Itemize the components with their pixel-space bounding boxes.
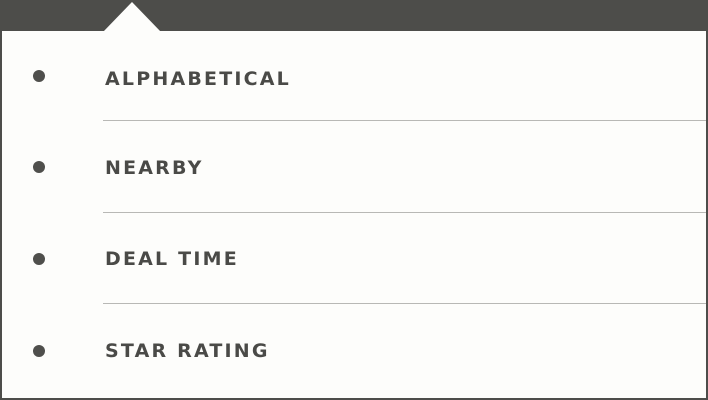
sort-option-alphabetical[interactable]: ALPHABETICAL — [2, 31, 706, 122]
sort-dropdown-panel: ALPHABETICAL NEARBY DEAL TIME STAR RATIN… — [2, 31, 706, 398]
menu-divider — [103, 120, 706, 121]
bullet-icon — [33, 161, 45, 173]
sort-option-label: NEARBY — [105, 157, 204, 179]
sort-option-nearby[interactable]: NEARBY — [2, 121, 706, 212]
sort-option-label: DEAL TIME — [105, 248, 239, 270]
bullet-icon — [33, 253, 45, 265]
bullet-icon — [33, 70, 45, 82]
sort-option-label: ALPHABETICAL — [105, 68, 291, 90]
sort-option-label: STAR RATING — [105, 340, 270, 362]
sort-option-star-rating[interactable]: STAR RATING — [2, 304, 706, 395]
menu-divider — [103, 303, 706, 304]
dropdown-caret — [103, 2, 161, 32]
menu-divider — [103, 212, 706, 213]
bullet-icon — [33, 345, 45, 357]
sort-option-deal-time[interactable]: DEAL TIME — [2, 213, 706, 304]
